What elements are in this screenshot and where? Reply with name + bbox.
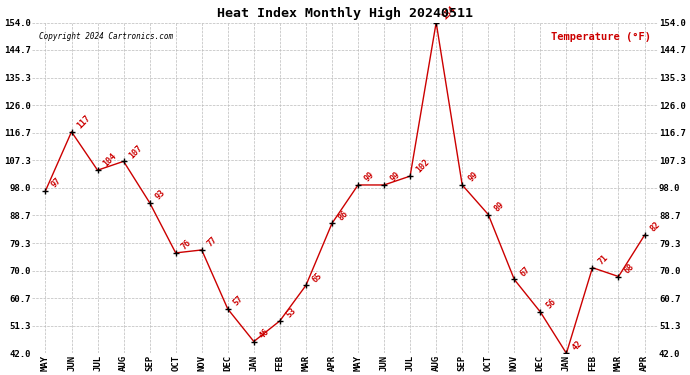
Text: Copyright 2024 Cartronics.com: Copyright 2024 Cartronics.com <box>39 33 172 42</box>
Text: 99: 99 <box>388 170 402 184</box>
Text: 117: 117 <box>76 114 92 130</box>
Text: 154: 154 <box>440 4 457 21</box>
Text: 77: 77 <box>206 235 219 249</box>
Text: 42: 42 <box>571 339 584 352</box>
Text: 97: 97 <box>50 176 63 189</box>
Text: 56: 56 <box>544 297 558 310</box>
Text: 86: 86 <box>336 209 350 222</box>
Text: 65: 65 <box>310 271 324 284</box>
Text: 82: 82 <box>649 220 662 234</box>
Text: 104: 104 <box>101 152 119 169</box>
Text: 46: 46 <box>258 327 271 340</box>
Title: Heat Index Monthly High 20240511: Heat Index Monthly High 20240511 <box>217 7 473 20</box>
Text: 76: 76 <box>180 238 193 252</box>
Text: 99: 99 <box>362 170 375 184</box>
Text: 71: 71 <box>597 253 610 266</box>
Text: 89: 89 <box>493 200 506 213</box>
Text: Temperature (°F): Temperature (°F) <box>551 33 651 42</box>
Text: 107: 107 <box>128 143 145 160</box>
Text: 67: 67 <box>518 265 532 278</box>
Text: 99: 99 <box>466 170 480 184</box>
Text: 93: 93 <box>154 188 167 201</box>
Text: 102: 102 <box>414 158 431 175</box>
Text: 57: 57 <box>232 294 246 307</box>
Text: 53: 53 <box>284 306 297 320</box>
Text: 68: 68 <box>622 262 636 275</box>
